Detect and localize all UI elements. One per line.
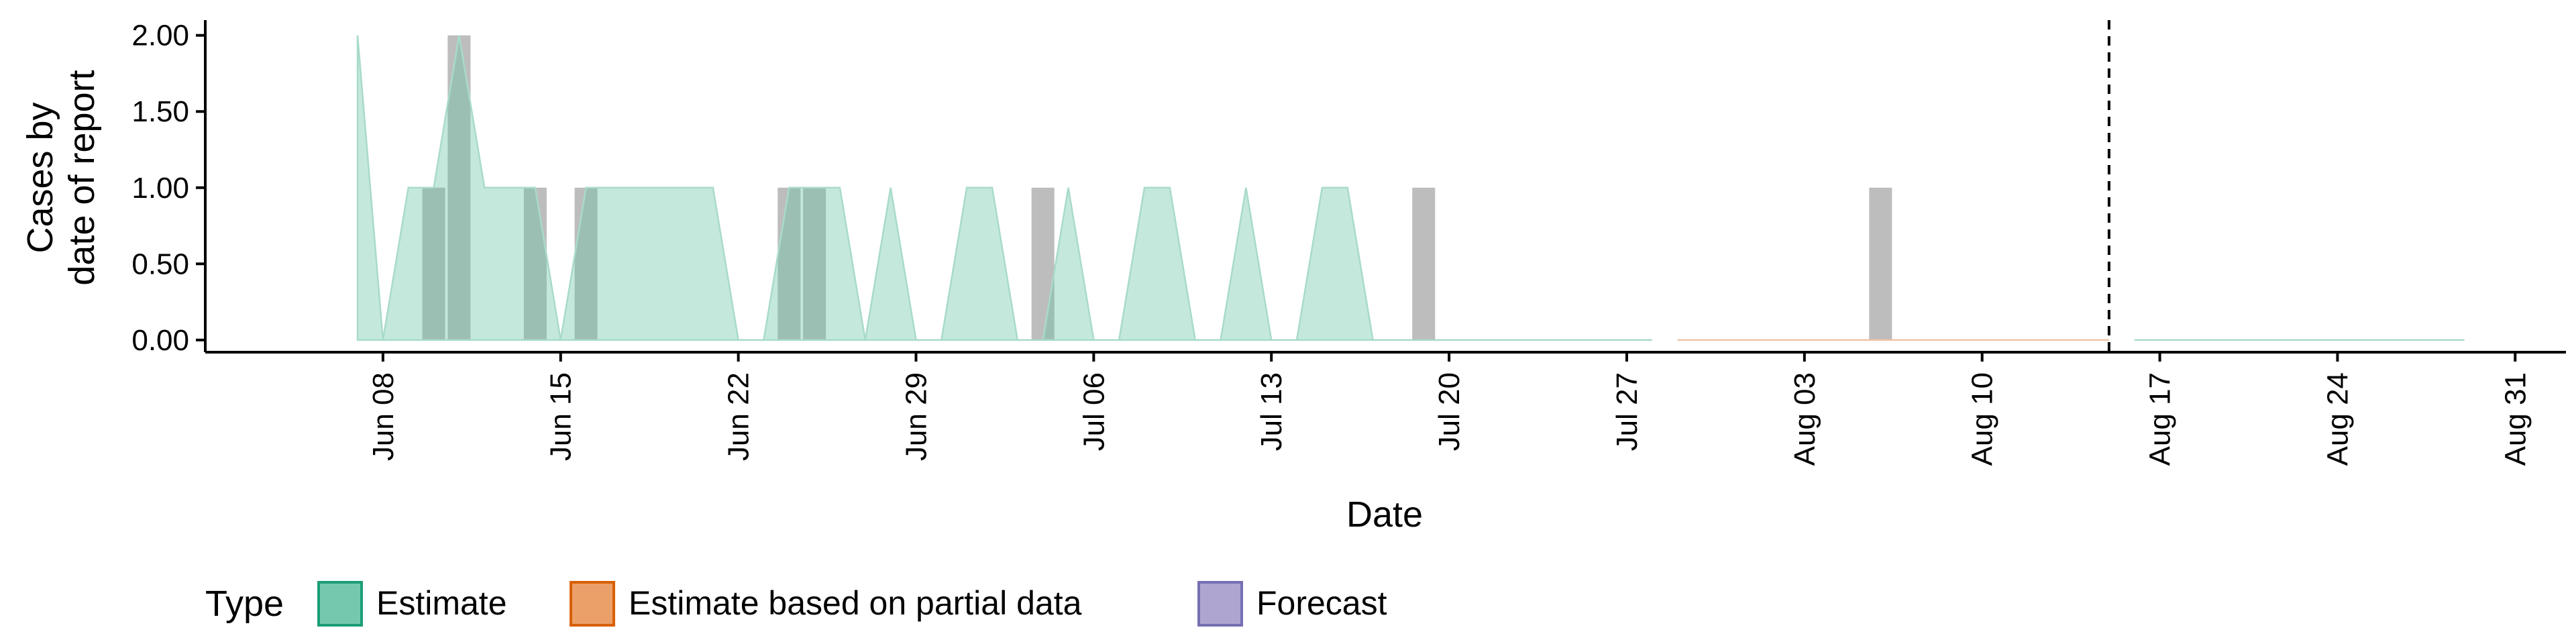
y-ticks: 0.00 0.50 1.00 1.50 2.00 bbox=[131, 19, 205, 357]
legend: Type Estimate Estimate based on partial d… bbox=[205, 581, 1387, 627]
legend-label-2: Estimate based on partial data bbox=[629, 584, 1082, 622]
bar-2020-06-10 bbox=[422, 187, 445, 340]
legend-swatch-3 bbox=[1197, 581, 1243, 627]
legend-title: Type bbox=[205, 584, 284, 624]
y-axis-title-line-1: Cases by bbox=[20, 102, 60, 253]
bar-2020-07-04 bbox=[1031, 187, 1055, 340]
x-tick-label: Jul 13 bbox=[1255, 372, 1288, 451]
bar-2020-06-14 bbox=[523, 187, 547, 340]
y-tick-label: 2.00 bbox=[131, 19, 189, 52]
legend-label-1: Estimate bbox=[376, 584, 507, 622]
y-tick-label: 0.00 bbox=[131, 324, 189, 357]
axes bbox=[204, 20, 2566, 354]
x-tick-label: Aug 03 bbox=[1788, 372, 1821, 466]
x-tick-label: Jun 08 bbox=[367, 372, 400, 461]
bar-2020-06-24 bbox=[777, 187, 801, 340]
x-axis-title: Date bbox=[1346, 494, 1423, 535]
bar-2020-08-06 bbox=[1869, 187, 1892, 340]
legend-swatch-2 bbox=[570, 581, 615, 627]
legend-label-3: Forecast bbox=[1256, 584, 1387, 622]
y-tick-label: 0.50 bbox=[131, 248, 189, 280]
bar-2020-06-16 bbox=[574, 187, 598, 340]
x-tick-label: Aug 17 bbox=[2144, 372, 2177, 466]
legend-swatch-1 bbox=[317, 581, 363, 627]
x-tick-label: Jun 15 bbox=[545, 372, 578, 461]
x-tick-label: Aug 31 bbox=[2499, 372, 2532, 466]
y-tick-label: 1.50 bbox=[131, 95, 189, 128]
x-tick-label: Aug 24 bbox=[2321, 372, 2354, 466]
x-tick-label: Jun 22 bbox=[722, 372, 755, 461]
series-area-1 bbox=[356, 35, 1652, 341]
x-tick-label: Jul 20 bbox=[1433, 372, 1466, 451]
y-axis-title-line-2: date of report bbox=[62, 70, 102, 285]
x-tick-label: Jul 06 bbox=[1077, 372, 1110, 451]
plot-area bbox=[356, 35, 2465, 341]
x-tick-label: Aug 10 bbox=[1966, 372, 1999, 466]
x-ticks: Jun 08 Jun 15 Jun 22 Jun 29 Jul 06 Jul 13 Jul … bbox=[367, 352, 2532, 466]
x-tick-label: Jun 29 bbox=[900, 372, 932, 461]
y-tick-label: 1.00 bbox=[131, 172, 189, 205]
bar-2020-07-19 bbox=[1412, 187, 1436, 340]
x-tick-label: Jul 27 bbox=[1611, 372, 1644, 451]
bar-2020-06-25 bbox=[803, 187, 826, 340]
